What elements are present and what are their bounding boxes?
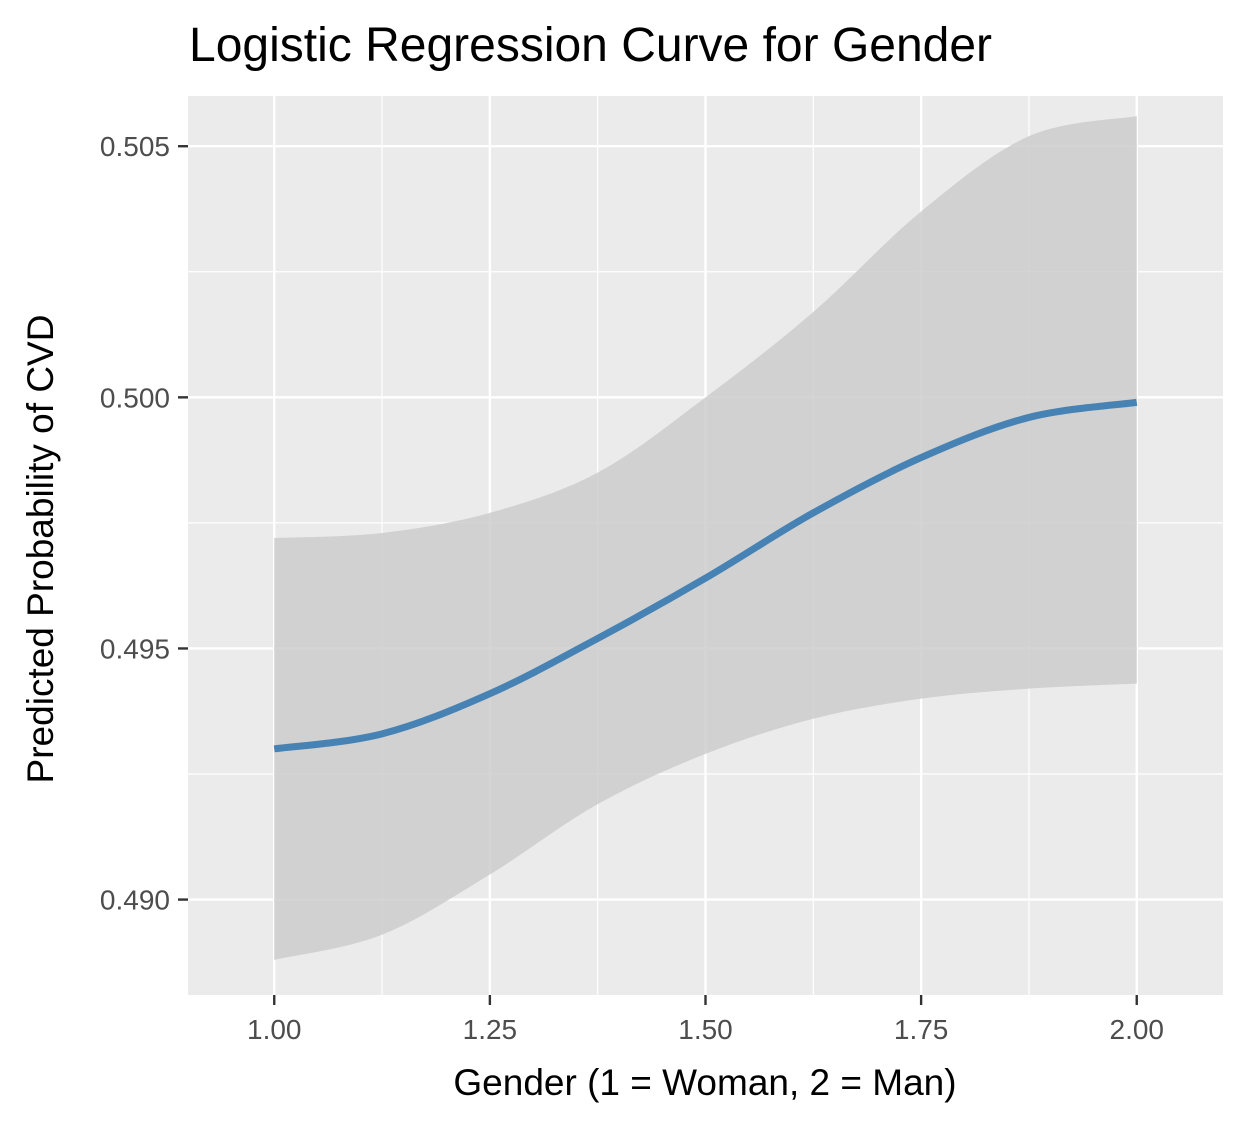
y-tick-label: 0.505 [100, 131, 170, 162]
x-tick-label: 1.25 [463, 1014, 518, 1045]
x-axis: 1.00 1.25 1.50 1.75 2.00 [247, 995, 1164, 1045]
x-axis-title: Gender (1 = Woman, 2 = Man) [453, 1062, 956, 1103]
y-axis-title: Predicted Probability of CVD [20, 315, 61, 784]
x-tick-label: 1.00 [247, 1014, 302, 1045]
confidence-band [274, 116, 1137, 960]
x-tick-label: 1.50 [678, 1014, 733, 1045]
chart-title: Logistic Regression Curve for Gender [189, 19, 993, 72]
y-tick-label: 0.490 [100, 885, 170, 916]
y-tick-label: 0.495 [100, 633, 170, 664]
y-axis: 0.490 0.495 0.500 0.505 [100, 131, 188, 916]
regression-line [273, 398, 1138, 753]
x-tick-label: 1.75 [894, 1014, 949, 1045]
y-tick-label: 0.500 [100, 382, 170, 413]
x-tick-label: 2.00 [1110, 1014, 1165, 1045]
confidence-band-layer [274, 116, 1137, 960]
regression-line-layer [273, 398, 1138, 753]
